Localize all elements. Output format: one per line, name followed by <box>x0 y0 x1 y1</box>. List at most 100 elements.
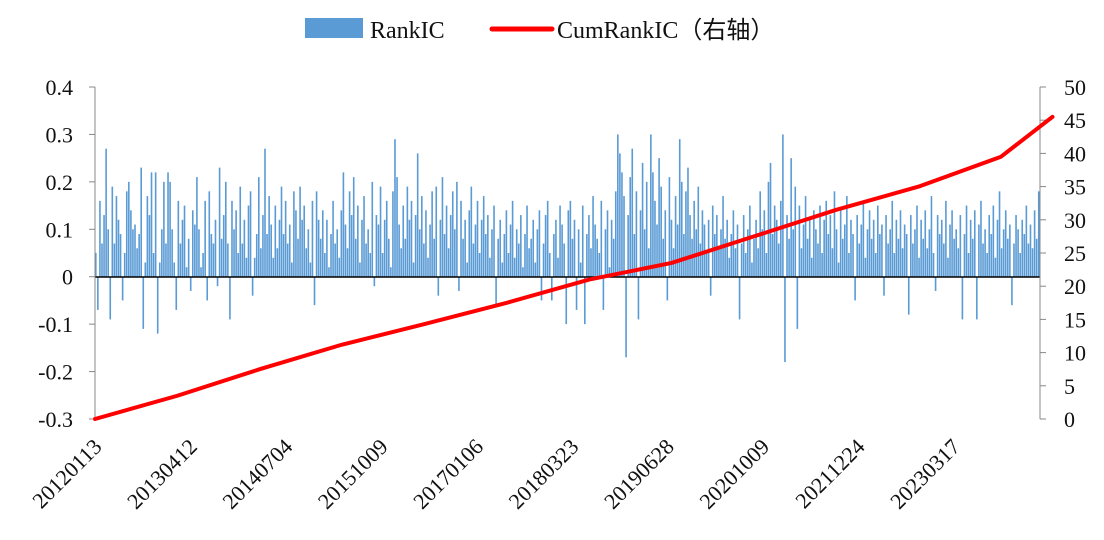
rankic-bar <box>95 253 97 277</box>
rankic-bar <box>251 276 254 296</box>
legend: RankIC CumRankIC（右轴） <box>305 17 774 44</box>
rankic-bar <box>458 276 460 291</box>
rankic-bar <box>123 253 126 277</box>
rankic-bar <box>868 210 871 277</box>
rankic-bar <box>792 229 795 277</box>
right-tick-label: 15 <box>1064 307 1086 332</box>
rankic-bar <box>866 229 869 277</box>
rankic-bar <box>604 229 607 277</box>
rankic-bar <box>342 172 345 277</box>
rankic-bar <box>509 224 512 277</box>
rankic-bar <box>321 210 324 277</box>
rankic-bar <box>235 210 237 277</box>
rankic-bar <box>567 210 570 277</box>
rankic-bar <box>747 229 749 277</box>
rankic-bar <box>639 210 642 277</box>
x-tick-label: 20180323 <box>504 434 584 514</box>
rankic-bar <box>480 219 483 277</box>
x-axis-ticks: 20120113 20130412 20140704 20151009 20170106… <box>27 434 965 514</box>
rankic-bar <box>940 219 943 277</box>
rankic-bar <box>227 243 229 277</box>
rankic-bar <box>843 224 846 277</box>
rankic-bar <box>920 219 922 277</box>
rankic-bar <box>575 276 578 310</box>
rankic-bar <box>645 181 648 277</box>
rankic-bar <box>848 253 850 277</box>
rankic-bar <box>885 215 887 277</box>
rankic-bar <box>212 243 215 277</box>
rankic-bar <box>810 257 813 277</box>
rankic-bar <box>1002 229 1005 277</box>
rankic-bar <box>726 219 728 277</box>
rankic-bar <box>130 210 132 277</box>
rankic-bar <box>617 134 619 277</box>
rankic-bar <box>959 215 962 277</box>
rankic-bar <box>464 219 466 277</box>
rankic-bar <box>117 219 120 277</box>
legend-label-rankic: RankIC <box>370 18 445 44</box>
left-tick-label: -0.2 <box>38 360 73 385</box>
rankic-bar <box>119 234 122 277</box>
rankic-bar <box>282 234 285 277</box>
rankic-bar <box>895 219 898 277</box>
rankic-bar <box>650 134 652 277</box>
rankic-bar <box>546 200 549 277</box>
rankic-bar <box>447 248 450 277</box>
rankic-bar <box>740 243 743 277</box>
rankic-bar <box>905 234 908 277</box>
rankic-bar <box>369 253 372 277</box>
rankic-bar <box>864 257 867 277</box>
rankic-bar <box>315 191 318 277</box>
left-tick-label: 0.3 <box>46 122 74 147</box>
rankic-bar <box>722 196 724 277</box>
rankic-bar <box>879 234 881 277</box>
rankic-bar <box>856 215 858 277</box>
rankic-bar <box>666 276 669 301</box>
rankic-bar <box>1004 210 1007 277</box>
rankic-bar <box>169 181 171 277</box>
rankic-bar <box>173 262 176 277</box>
rankic-bar <box>200 267 202 277</box>
rankic-bar <box>105 148 107 277</box>
rankic-bar <box>253 257 256 277</box>
right-axis-ticks: 0 5 10 15 20 25 30 35 40 45 50 <box>1040 75 1086 432</box>
rankic-bar <box>472 243 475 277</box>
rankic-bar <box>286 243 289 277</box>
rankic-bar <box>179 243 182 277</box>
rankic-bar <box>1015 215 1017 277</box>
rankic-bar <box>973 210 976 277</box>
right-tick-label: 45 <box>1064 108 1086 133</box>
rankic-bar <box>284 200 287 277</box>
rankic-bar <box>553 234 555 277</box>
rankic-bar <box>418 229 421 277</box>
rankic-bar <box>532 219 535 277</box>
x-tick-label: 20230317 <box>885 434 965 514</box>
rankic-bar <box>936 215 939 277</box>
rankic-bar <box>561 224 563 277</box>
rankic-bar <box>676 224 679 277</box>
rankic-bar <box>559 205 561 277</box>
legend-swatch-rankic <box>305 18 363 38</box>
rankic-bar <box>664 210 667 277</box>
rankic-bar <box>534 262 537 277</box>
rankic-bar <box>305 248 308 277</box>
rankic-bar <box>491 229 493 277</box>
rankic-bar <box>771 234 774 277</box>
rankic-bar <box>815 229 817 277</box>
rankic-bar <box>1013 243 1015 277</box>
rankic-bar <box>398 224 400 277</box>
rankic-bar <box>932 253 935 277</box>
x-tick-label: 20190628 <box>599 434 679 514</box>
rankic-bar <box>709 276 712 296</box>
rankic-bar <box>588 215 590 277</box>
rankic-bar <box>542 243 545 277</box>
rankic-bar <box>191 210 194 277</box>
right-tick-label: 50 <box>1064 75 1086 100</box>
rankic-bar <box>487 215 489 277</box>
rankic-bar <box>501 262 504 277</box>
rankic-bar <box>668 177 671 277</box>
rankic-bar <box>412 262 415 277</box>
rankic-bar <box>1031 248 1034 277</box>
rankic-bar <box>1011 276 1013 306</box>
rankic-bar <box>544 215 547 277</box>
